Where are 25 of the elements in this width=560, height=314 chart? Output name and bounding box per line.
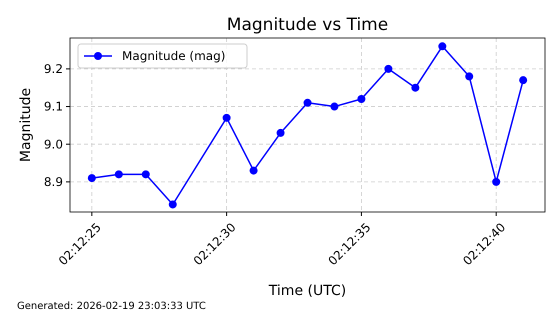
point xyxy=(357,95,366,104)
point xyxy=(411,84,420,92)
point xyxy=(276,128,285,137)
y-tick-label: 9.1 xyxy=(44,100,63,114)
point xyxy=(330,102,338,111)
y-axis-title: Magnitude xyxy=(18,88,34,162)
text: Generated: 2026-02-19 23:03:33 UTC xyxy=(17,301,206,312)
point xyxy=(142,170,150,178)
legend-label: Magnitude (mag) xyxy=(122,49,226,64)
point xyxy=(384,64,392,73)
point xyxy=(492,178,500,186)
point xyxy=(304,98,312,107)
point xyxy=(88,174,96,182)
y-tick-label: 9.0 xyxy=(44,137,63,152)
point xyxy=(222,114,231,122)
point xyxy=(168,200,177,208)
point xyxy=(438,42,446,50)
point xyxy=(114,170,123,178)
y-tick-label: 8.9 xyxy=(44,175,63,190)
point xyxy=(519,76,528,84)
point xyxy=(465,72,474,80)
point xyxy=(250,166,258,175)
chart-title: Magnitude vs Time xyxy=(226,15,388,35)
y-tick-label: 9.2 xyxy=(44,62,63,76)
x-axis-title: Time (UTC) xyxy=(268,283,346,299)
